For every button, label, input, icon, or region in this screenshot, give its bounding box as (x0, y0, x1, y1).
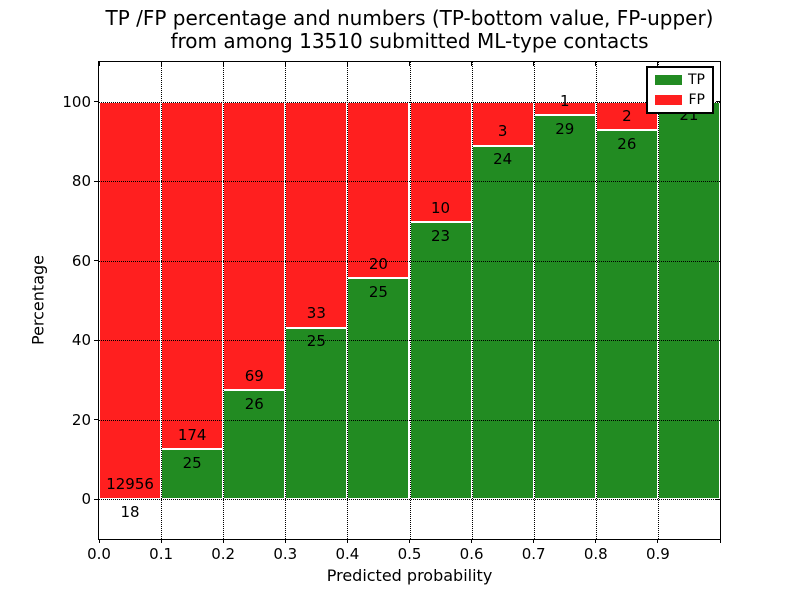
bar-label-tp-5: 23 (431, 226, 451, 245)
x-tick-label-0.5: 0.5 (397, 545, 422, 563)
bar-label-tp-7: 29 (555, 119, 575, 138)
y-tick-20 (94, 419, 98, 421)
x-tick-label-0.8: 0.8 (583, 545, 608, 563)
x-tick-top-1 (719, 62, 721, 66)
x-tick-0 (98, 539, 100, 543)
x-tick-0.1 (160, 539, 162, 543)
bar-segment-tp-9 (657, 101, 720, 500)
x-tick-0.3 (284, 539, 286, 543)
y-tick-100 (94, 101, 98, 103)
x-tick-0.4 (346, 539, 348, 543)
gridline-x-0.3 (285, 62, 287, 539)
bar-segment-fp-0 (99, 101, 162, 499)
bar-label-fp-2: 69 (244, 366, 264, 385)
gridline-x-0.7 (533, 62, 535, 539)
x-tick-0.9 (657, 539, 659, 543)
bar-label-fp-6: 3 (497, 122, 508, 141)
y-tick-label-80: 80 (71, 172, 91, 191)
bar-segment-fp-3 (285, 101, 348, 328)
bar-segment-fp-1 (161, 101, 224, 450)
x-tick-label-0.3: 0.3 (273, 545, 298, 563)
bar-label-tp-6: 24 (493, 150, 513, 169)
x-tick-label-0.6: 0.6 (459, 545, 484, 563)
x-tick-0.8 (595, 539, 597, 543)
fp-swatch-icon (655, 95, 682, 105)
bar-segment-tp-7 (533, 115, 596, 500)
x-tick-label-0.9: 0.9 (645, 545, 670, 563)
bar-segment-tp-8 (595, 130, 658, 500)
y-tick-label-20: 20 (71, 410, 91, 429)
x-tick-0.6 (471, 539, 473, 543)
tp-swatch-icon (655, 75, 682, 85)
bar-label-tp-0: 18 (120, 503, 140, 522)
bar-label-fp-3: 33 (306, 304, 326, 323)
bar-label-fp-7: 1 (559, 91, 570, 110)
bar-label-tp-4: 25 (368, 282, 388, 301)
gridline-x-0.4 (347, 62, 349, 539)
y-tick-80 (94, 180, 98, 182)
bar-label-fp-8: 2 (622, 106, 632, 125)
y-tick-40 (94, 339, 98, 341)
gridline-x-0.8 (595, 62, 597, 539)
x-tick-0.2 (222, 539, 224, 543)
bar-label-fp-0: 12956 (106, 475, 154, 494)
x-tick-label-0.0: 0.0 (87, 545, 111, 563)
x-tick-label-0.2: 0.2 (211, 545, 236, 563)
bar-segment-tp-1 (161, 449, 224, 500)
plot-area: 1295618174256926332520251023324129226021 (98, 61, 721, 540)
bar-label-fp-5: 10 (431, 198, 451, 217)
bar-label-fp-1: 174 (177, 425, 207, 444)
x-tick-label-0.7: 0.7 (521, 545, 546, 563)
bar-segment-fp-6 (471, 101, 534, 146)
bar-segment-fp-2 (223, 101, 286, 391)
bar-segment-fp-4 (347, 101, 410, 279)
legend-label-fp: FP (688, 92, 706, 108)
gridline-x-0.5 (409, 62, 411, 539)
chart-title-line1: TP /FP percentage and numbers (TP-bottom… (105, 6, 714, 30)
legend: TP FP (646, 66, 714, 114)
bar-label-tp-1: 25 (182, 453, 202, 472)
bar-segment-tp-6 (471, 145, 534, 500)
legend-item-fp: FP (655, 92, 705, 108)
y-tick-label-100: 100 (62, 92, 91, 111)
x-tick-label-0.1: 0.1 (149, 545, 174, 563)
gridline-x-0.9 (657, 62, 659, 539)
x-tick-1 (719, 539, 721, 543)
y-tick-label-40: 40 (71, 331, 91, 350)
bar-label-tp-2: 26 (244, 394, 264, 413)
bar-label-tp-8: 26 (617, 134, 637, 153)
legend-label-tp: TP (688, 72, 705, 88)
y-tick-label-0: 0 (81, 490, 91, 509)
bar-label-tp-3: 25 (306, 332, 326, 351)
chart-title: TP /FP percentage and numbers (TP-bottom… (99, 7, 720, 53)
bar-segment-tp-3 (285, 327, 348, 500)
x-tick-top-0 (98, 62, 100, 66)
bar-label-fp-4: 20 (368, 254, 388, 273)
chart-title-line2: from among 13510 submitted ML-type conta… (170, 29, 649, 53)
y-tick-60 (94, 260, 98, 262)
x-tick-label-0.4: 0.4 (335, 545, 360, 563)
x-tick-0.7 (533, 539, 535, 543)
gridline-x-0.1 (161, 62, 163, 539)
legend-item-tp: TP (655, 72, 705, 88)
gridline-x-0.2 (223, 62, 225, 539)
x-axis-label: Predicted probability (326, 566, 493, 585)
y-tick-0 (94, 498, 98, 500)
x-tick-0.5 (409, 539, 410, 543)
y-axis-label: Percentage (28, 254, 48, 346)
gridline-x-0.6 (471, 62, 473, 539)
bar-segment-tp-5 (409, 222, 472, 500)
bar-segment-tp-4 (347, 278, 410, 500)
y-tick-label-60: 60 (71, 251, 91, 270)
